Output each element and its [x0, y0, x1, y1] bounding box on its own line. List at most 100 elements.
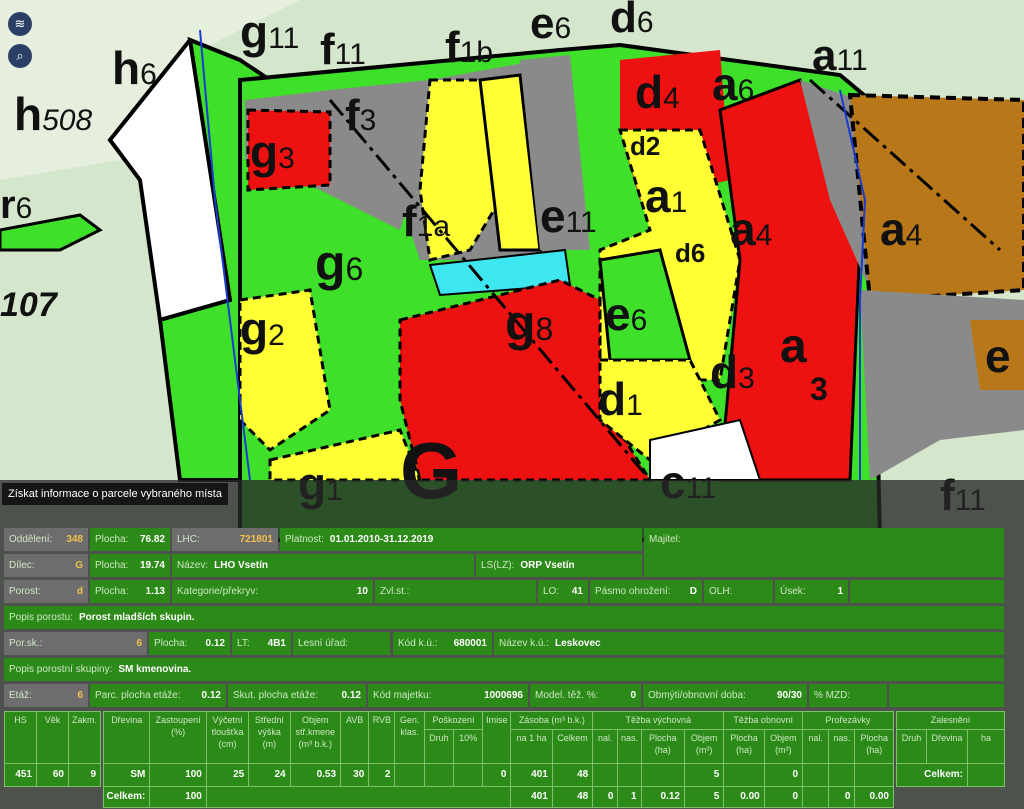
- header-vycetni: Výčetní tloušťka (cm): [205, 711, 250, 764]
- header-avb: AVB: [340, 711, 370, 764]
- value: G: [75, 560, 83, 571]
- total-cell: 0: [828, 786, 856, 808]
- label: Skut. plocha etáže:: [233, 690, 319, 701]
- search-button[interactable]: ⌕: [8, 44, 32, 68]
- header-tezba-vychovna: Těžba výchovná: [592, 711, 725, 730]
- cell: [723, 763, 765, 787]
- dilec-field: Dílec: G: [4, 554, 88, 577]
- total-cell: 5: [683, 786, 725, 808]
- pasmo-field: Pásmo ohrožení: D: [590, 580, 702, 603]
- cell: 0.53: [289, 763, 342, 787]
- header-objem: Objem (m³): [763, 729, 804, 764]
- header-drevina: Dřevina: [102, 711, 151, 764]
- search-icon: ⌕: [16, 48, 24, 63]
- ls-field: LS(LZ): ORP Vsetín: [476, 554, 642, 577]
- total-label: Celkem:: [102, 786, 151, 808]
- label: Kód k.ú.:: [398, 638, 438, 649]
- svg-text:d6: d6: [675, 238, 705, 268]
- value: 1: [837, 586, 843, 597]
- value: Porost mladších skupin.: [78, 612, 195, 623]
- value: 0.12: [341, 690, 361, 701]
- plocha-porost-field: Plocha: 1.13: [90, 580, 170, 603]
- label: Popis porostní skupiny:: [9, 664, 113, 675]
- value: 348: [66, 534, 83, 545]
- header-zasoba: Zásoba (m³ b.k.): [510, 711, 594, 730]
- label: LS(LZ):: [481, 560, 515, 571]
- por-sk-field: Por.sk.: 6: [4, 632, 147, 655]
- header-objem-kmene: Objem stř.kmene (m³ b.k.): [289, 711, 342, 764]
- label: Název:: [177, 560, 209, 571]
- cell: 401: [510, 763, 553, 787]
- cell: [394, 763, 425, 787]
- header-plocha: Plocha (ha): [723, 729, 765, 764]
- label: Plocha:: [95, 560, 129, 571]
- label: Model. těž. %:: [535, 690, 599, 701]
- header-zalesneni: Zalesnění: [895, 711, 1006, 730]
- total-cell: 48: [551, 786, 594, 808]
- label: Platnost:: [285, 534, 324, 545]
- header-poskozeni: Poškození: [423, 711, 484, 730]
- layers-button[interactable]: ≋: [8, 12, 32, 36]
- model-tez-field: Model. těž. %: 0: [530, 684, 641, 707]
- label: Plocha:: [95, 534, 129, 545]
- popis-porostu-field: Popis porostu: Porost mladších skupin.: [4, 606, 1004, 629]
- cell: [854, 763, 894, 787]
- nazev-field: Název: LHO Vsetín: [172, 554, 474, 577]
- empty-cell: [850, 580, 1004, 603]
- header-druh: Druh: [423, 729, 454, 764]
- label: Kód majetku:: [373, 690, 432, 701]
- cell: 2: [368, 763, 396, 787]
- hs-table: HS Věk Zakm. 451 60 9: [4, 711, 101, 787]
- value: 680001: [453, 638, 487, 649]
- nazev-ku-field: Název k.ú.: Leskovec: [494, 632, 1004, 655]
- header-plocha: Plocha (ha): [640, 729, 685, 764]
- lt-field: LT: 4B1: [232, 632, 291, 655]
- label: Dílec:: [9, 560, 35, 571]
- value: 721801: [239, 534, 273, 545]
- header-nas: nas.: [828, 729, 856, 764]
- total-cell: 0: [763, 786, 804, 808]
- cell: [617, 763, 642, 787]
- cell: 0: [763, 763, 804, 787]
- cell: SM: [102, 763, 151, 787]
- header-prorezavky: Prořezávky: [802, 711, 894, 730]
- label: Por.sk.:: [9, 638, 43, 649]
- label: LHC:: [177, 534, 200, 545]
- label: LO:: [543, 586, 560, 597]
- usek-field: Úsek: 1: [775, 580, 848, 603]
- zalesneni-table: Zalesnění Druh Dřevina ha Celkem:: [895, 711, 1006, 787]
- svg-text:107: 107: [0, 286, 59, 324]
- header-ha: ha: [966, 729, 1006, 764]
- kategorie-field: Kategorie/překryv: 10: [172, 580, 373, 603]
- total-cell: 401: [510, 786, 553, 808]
- header-nas: nas.: [617, 729, 642, 764]
- cell: [640, 763, 685, 787]
- lesni-urad-field: Lesní úřad:: [293, 632, 390, 655]
- cell: 5: [683, 763, 725, 787]
- cell: [802, 763, 830, 787]
- header-objem: Objem (m³): [683, 729, 725, 764]
- label: OLH:: [709, 586, 733, 597]
- svg-text:a4: a4: [730, 203, 772, 255]
- value: 1.13: [145, 586, 165, 597]
- popis-skupiny-field: Popis porostní skupiny: SM kmenovina.: [4, 658, 1004, 681]
- plocha-porsk-field: Plocha: 0.12: [149, 632, 230, 655]
- total-cell: 0.00: [854, 786, 894, 808]
- value: 41: [571, 586, 583, 597]
- parc-plocha-field: Parc. plocha etáže: 0.12: [90, 684, 226, 707]
- label: Úsek:: [780, 586, 806, 597]
- header-plocha: Plocha (ha): [854, 729, 894, 764]
- header-na1ha: na 1 ha: [510, 729, 553, 764]
- svg-text:d2: d2: [630, 131, 660, 161]
- header-10pct: 10%: [452, 729, 484, 764]
- cell: [423, 763, 454, 787]
- value: ORP Vsetín: [520, 560, 575, 571]
- value: D: [689, 586, 697, 597]
- cell: 24: [248, 763, 291, 787]
- layers-icon: ≋: [14, 16, 26, 31]
- total-row: Celkem: 100 401 48 0 1 0.12 5 0.00 0 0 0.00: [102, 786, 894, 808]
- empty-cell: [205, 786, 512, 808]
- zakm-value: 9: [68, 763, 101, 787]
- cell: 48: [551, 763, 594, 787]
